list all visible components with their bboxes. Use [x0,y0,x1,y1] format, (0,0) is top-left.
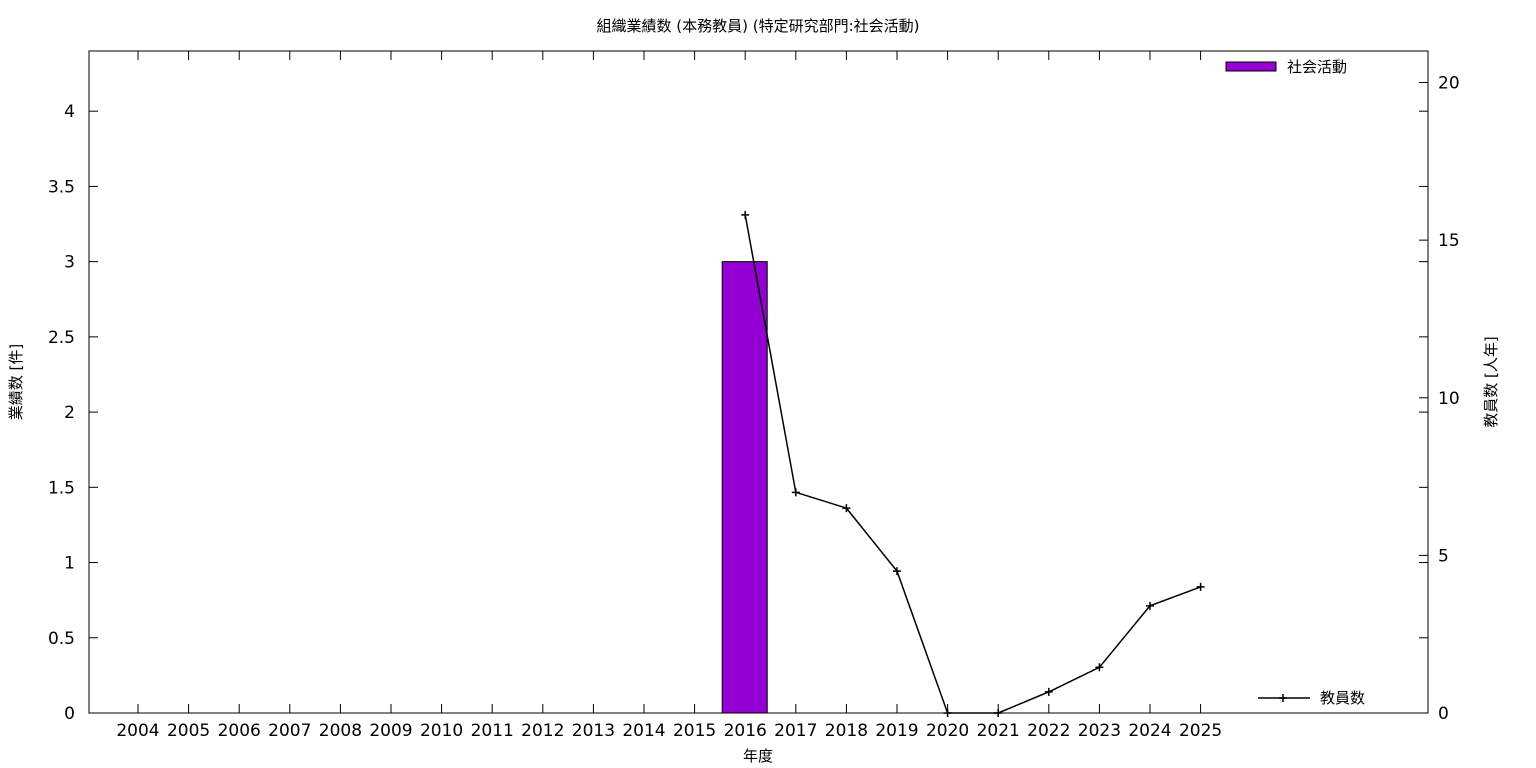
x-tick-label: 2018 [825,721,868,741]
x-tick-label: 2004 [116,721,159,741]
y2-tick-label: 15 [1438,231,1460,251]
x-tick-label: 2009 [369,721,412,741]
y-tick-label: 2.5 [48,328,75,348]
line-point-2017 [791,488,800,497]
line-teachers [744,214,1201,714]
x-tick-label: 2016 [724,721,767,741]
line-point-2022 [1044,687,1053,696]
x-axis-ticks: 2004 2005 2006 2007 2008 2009 2010 2011 2012 2013… [116,51,1222,741]
x-tick-label: 2025 [1179,721,1222,741]
y-tick-label: 2 [64,403,75,423]
y-tick-label: 4 [64,102,75,122]
line-series [741,210,1205,717]
y2-axis-label: 教員数 [人年] [1482,336,1500,427]
x-tick-label: 2010 [420,721,463,741]
x-tick-label: 2015 [673,721,716,741]
y-tick-label: 0 [64,704,75,724]
y2-tick-label: 0 [1438,704,1449,724]
legend-bar-label: 社会活動 [1287,58,1347,76]
x-tick-label: 2006 [218,721,261,741]
right-axis-ticks: 0 5 10 15 20 [1419,74,1460,724]
y-tick-label: 0.5 [48,629,75,649]
x-tick-label: 2014 [622,721,665,741]
y2-tick-label: 10 [1438,389,1460,409]
y-tick-label: 1.5 [48,478,75,498]
line-point-2019 [893,567,901,576]
x-tick-label: 2024 [1128,721,1171,741]
x-tick-label: 2021 [977,721,1020,741]
line-point-2024 [1146,601,1154,610]
y-tick-label: 3.5 [48,177,75,197]
x-tick-label: 2011 [471,721,514,741]
line-point-2025 [1196,582,1205,591]
bar-2016 [721,261,768,714]
legend-bar-swatch [1225,61,1277,72]
x-tick-label: 2005 [167,721,210,741]
chart-title: 組織業績数 (本務教員) (特定研究部門:社会活動) [596,17,919,35]
x-tick-label: 2019 [875,721,918,741]
line-point-2021 [994,709,1003,717]
x-tick-label: 2008 [319,721,362,741]
line-point-2023 [1095,663,1104,672]
y2-tick-label: 20 [1438,74,1460,94]
line-point-2018 [842,504,851,513]
x-tick-label: 2020 [926,721,969,741]
line-point-2016 [741,210,750,219]
x-tick-label: 2013 [572,721,615,741]
y2-tick-label: 5 [1438,546,1449,566]
legend-line-marker [1279,694,1287,702]
y-tick-label: 1 [64,554,75,574]
x-axis-label: 年度 [743,747,773,765]
legend-line: 教員数 [1258,689,1365,707]
legend-line-label: 教員数 [1320,689,1365,707]
y-tick-label: 3 [64,253,75,273]
x-tick-label: 2023 [1078,721,1121,741]
legend-bar: 社会活動 [1225,58,1347,76]
line-point-2020 [943,709,952,717]
x-tick-label: 2012 [521,721,564,741]
x-tick-label: 2017 [774,721,817,741]
bar-series [721,261,768,714]
x-tick-label: 2007 [268,721,311,741]
left-axis-ticks: 0 0.5 1 1.5 2 2.5 3 3.5 4 [48,102,1428,724]
x-tick-label: 2022 [1027,721,1070,741]
y-axis-label: 業績数 [件] [7,344,25,420]
